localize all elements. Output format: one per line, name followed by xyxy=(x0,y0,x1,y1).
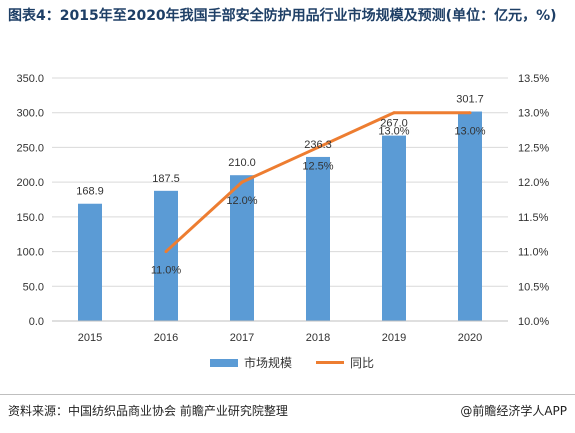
data-labels: 168.9 187.5 210.0 236.3 267.0 301.7 11.0% 12.0%… xyxy=(76,94,486,277)
y-left-tick-label: 0.0 xyxy=(29,316,44,328)
bar xyxy=(382,135,406,321)
y-right-tick-label: 13.0% xyxy=(518,108,549,120)
y-right-tick-label: 11.0% xyxy=(518,247,549,259)
y-right-tick-label: 11.5% xyxy=(518,212,549,224)
bar xyxy=(306,156,330,321)
bar-value-label: 267.0 xyxy=(380,118,408,130)
bar-series xyxy=(78,111,482,321)
credit-note: @前瞻经济学人APP xyxy=(460,404,567,418)
chart-title: 图表4：2015年至2020年我国手部安全防护用品行业市场规模及预测(单位：亿元… xyxy=(8,8,557,24)
y-right-tick-label: 12.0% xyxy=(518,177,549,189)
yoy-point xyxy=(316,145,320,149)
x-tick-label: 2018 xyxy=(306,332,330,344)
yoy-point xyxy=(164,250,168,254)
y-right-tick-label: 12.5% xyxy=(518,142,549,154)
bar-value-label: 301.7 xyxy=(456,94,484,106)
line-series xyxy=(164,111,472,254)
yoy-value-label: 12.0% xyxy=(226,195,257,207)
y-right-tick-label: 10.5% xyxy=(518,281,549,293)
x-tick-label: 2019 xyxy=(382,332,406,344)
bar xyxy=(458,111,482,321)
y-right-tick-label: 13.5% xyxy=(518,73,549,85)
y-left-tick-label: 150.0 xyxy=(16,212,44,224)
yoy-point xyxy=(468,111,472,115)
bar-value-label: 187.5 xyxy=(152,173,180,185)
y-left-tick-label: 300.0 xyxy=(16,108,44,120)
y-left-tick-label: 250.0 xyxy=(16,142,44,154)
bar-value-label: 236.3 xyxy=(304,139,332,151)
bar-value-label: 210.0 xyxy=(228,157,256,169)
gridlines xyxy=(52,77,508,322)
legend-item-yoy: 同比 xyxy=(316,354,374,371)
bar-value-label: 168.9 xyxy=(76,186,104,198)
footer-divider xyxy=(0,394,575,395)
yoy-point xyxy=(392,111,396,115)
y-left-tick-label: 350.0 xyxy=(16,73,44,85)
yoy-point xyxy=(240,180,244,184)
legend-item-market-size: 市场规模 xyxy=(210,354,292,371)
yoy-value-label: 11.0% xyxy=(151,265,182,277)
source-note: 资料来源：中国纺织品商业协会 前瞻产业研究院整理 xyxy=(8,404,288,418)
bar xyxy=(230,175,254,321)
y-right-tick-label: 10.0% xyxy=(518,316,549,328)
x-tick-label: 2016 xyxy=(154,332,178,344)
yoy-value-label: 13.0% xyxy=(378,126,409,138)
yoy-value-label: 12.5% xyxy=(302,160,333,172)
legend-label-yoy: 同比 xyxy=(350,356,375,370)
legend-line-swatch xyxy=(316,361,345,364)
y-left-tick-label: 100.0 xyxy=(16,247,44,259)
axes: 0.0 50.0 100.0 150.0 200.0 250.0 300.0 350.0 10.… xyxy=(16,73,549,344)
x-tick-label: 2017 xyxy=(230,332,254,344)
bar xyxy=(154,190,178,321)
legend-bar-swatch xyxy=(210,358,238,367)
x-tick-label: 2020 xyxy=(458,332,482,344)
legend: 市场规模 同比 xyxy=(210,354,374,371)
bar xyxy=(78,203,102,321)
legend-label-market-size: 市场规模 xyxy=(244,356,293,370)
y-left-tick-label: 50.0 xyxy=(23,281,44,293)
x-tick-label: 2015 xyxy=(78,332,102,344)
yoy-value-label: 13.0% xyxy=(454,126,485,138)
y-left-tick-label: 200.0 xyxy=(16,177,44,189)
